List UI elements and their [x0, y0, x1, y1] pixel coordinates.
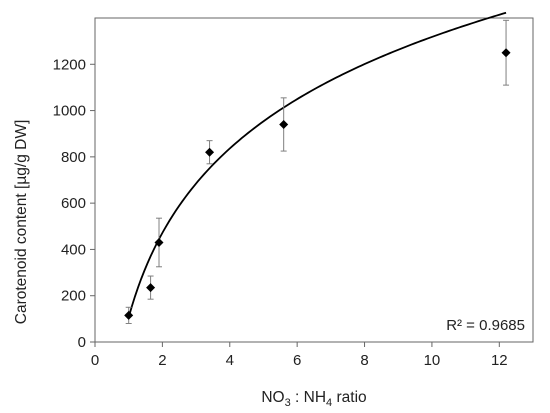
data-point: [205, 147, 215, 157]
error-bars: [125, 19, 510, 324]
data-point: [124, 310, 134, 320]
data-point: [154, 237, 164, 247]
y-tick-label: 800: [61, 149, 86, 166]
y-tick-label: 0: [78, 334, 86, 351]
y-tick-label: 600: [61, 195, 86, 212]
x-tick-label: 8: [360, 352, 368, 369]
x-tick-label: 0: [91, 352, 99, 369]
trendline: [127, 11, 507, 318]
plot-area: [94, 17, 534, 343]
data-point: [501, 48, 511, 58]
y-tick-label: 1200: [53, 56, 86, 73]
data-points: [124, 48, 511, 320]
x-tick-label: 2: [158, 352, 166, 369]
trendline-group: [127, 11, 507, 318]
data-point: [146, 283, 156, 293]
y-axis-ticks: 0 200 400 600 800 1000 1200: [53, 56, 95, 351]
y-tick-label: 200: [61, 288, 86, 305]
r-squared-annotation: R² = 0.9685: [446, 317, 525, 334]
y-tick-label: 400: [61, 241, 86, 258]
x-axis-title: NO3 : NH4 ratio: [261, 389, 366, 409]
x-tick-label: 10: [424, 352, 441, 369]
y-axis-title: Carotenoid content [µg/g DW]: [13, 120, 30, 325]
x-tick-label: 4: [226, 352, 234, 369]
x-axis-ticks: 0 2 4 6 8 10 12: [91, 342, 508, 369]
plot-border: [94, 17, 534, 343]
data-point: [279, 119, 289, 129]
y-tick-label: 1000: [53, 103, 86, 120]
x-tick-label: 6: [293, 352, 301, 369]
x-tick-label: 12: [491, 352, 508, 369]
